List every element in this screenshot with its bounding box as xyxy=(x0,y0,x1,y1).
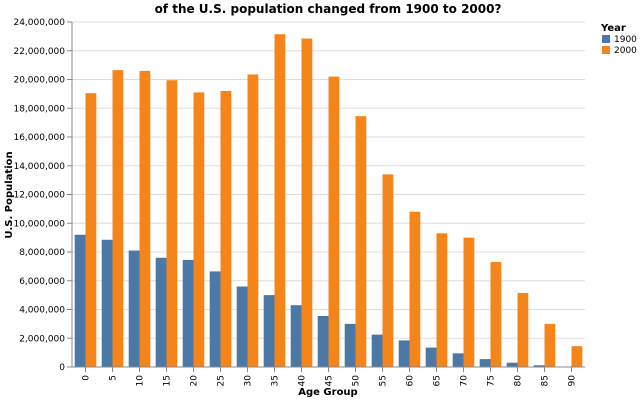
x-tick-label: 90 xyxy=(568,375,578,387)
y-tick-label: 18,000,000 xyxy=(13,104,65,114)
y-tick-label: 16,000,000 xyxy=(13,133,65,143)
y-axis-ticks: 0 2,000,000 4,000,000 6,000,000 8,000,000 10,… xyxy=(13,18,72,373)
bar-2000-age-75 xyxy=(490,262,502,367)
bar-2000-age-50 xyxy=(355,116,367,367)
x-tick-label: 60 xyxy=(406,375,416,387)
bar-1900-age-60 xyxy=(398,340,410,367)
x-axis-title: Age Group xyxy=(298,387,357,398)
x-tick-label: 30 xyxy=(244,375,254,387)
y-tick-label: 2,000,000 xyxy=(19,334,65,344)
bar-1900-age-10 xyxy=(128,250,140,367)
x-tick-label: 40 xyxy=(298,375,308,387)
bar-1900-age-85 xyxy=(533,365,545,367)
bar-2000-age-55 xyxy=(382,174,394,367)
bar-2000-age-45 xyxy=(328,76,340,367)
bars xyxy=(74,34,583,367)
legend-swatch-2000 xyxy=(602,46,610,54)
x-tick-label: 45 xyxy=(325,375,335,386)
bar-1900-age-75 xyxy=(479,359,491,367)
bar-1900-age-40 xyxy=(290,305,302,367)
bar-2000-age-35 xyxy=(274,34,286,367)
y-tick-label: 24,000,000 xyxy=(13,18,65,28)
legend-swatch-1900 xyxy=(602,35,610,43)
bar-2000-age-15 xyxy=(166,80,178,367)
bar-1900-age-35 xyxy=(263,295,275,367)
bar-2000-age-65 xyxy=(436,233,448,367)
bar-2000-age-80 xyxy=(517,292,529,367)
bar-1900-age-55 xyxy=(371,334,383,367)
bar-2000-age-85 xyxy=(544,323,556,367)
x-tick-label: 70 xyxy=(460,375,470,387)
bar-1900-age-25 xyxy=(209,271,221,367)
bar-1900-age-5 xyxy=(101,239,113,367)
bar-1900-age-65 xyxy=(425,347,437,367)
x-tick-label: 50 xyxy=(352,375,362,387)
y-tick-label: 0 xyxy=(59,363,65,373)
x-tick-label: 5 xyxy=(109,375,119,381)
legend-title: Year xyxy=(600,23,626,34)
y-axis-title: U.S. Population xyxy=(4,151,15,238)
bar-2000-age-20 xyxy=(193,92,205,367)
bar-2000-age-30 xyxy=(247,74,259,367)
bar-2000-age-70 xyxy=(463,237,475,367)
bar-2000-age-90 xyxy=(571,346,583,367)
chart-title-group: of the U.S. population changed from 1900… xyxy=(155,2,502,16)
legend-label-1900: 1900 xyxy=(614,35,637,45)
bar-1900-age-30 xyxy=(236,286,248,367)
bar-1900-age-45 xyxy=(317,315,329,367)
bar-1900-age-70 xyxy=(452,353,464,367)
x-tick-label: 25 xyxy=(217,375,227,386)
x-axis-ticks: 0 5 10 15 20 25 30 35 40 45 50 55 60 65 70 75 80 85 90 xyxy=(82,367,578,386)
bar-1900-age-80 xyxy=(506,362,518,367)
x-tick-label: 10 xyxy=(136,375,146,387)
y-tick-label: 6,000,000 xyxy=(19,277,65,287)
bar-2000-age-10 xyxy=(139,70,151,367)
x-tick-label: 85 xyxy=(541,375,551,386)
bar-2000-age-25 xyxy=(220,91,232,367)
x-tick-label: 65 xyxy=(433,375,443,386)
x-tick-label: 35 xyxy=(271,375,281,386)
bar-1900-age-15 xyxy=(155,257,167,367)
x-tick-label: 80 xyxy=(514,375,524,387)
bar-2000-age-0 xyxy=(85,93,97,367)
x-tick-label: 75 xyxy=(487,375,497,386)
y-tick-label: 12,000,000 xyxy=(13,191,65,201)
x-tick-label: 0 xyxy=(82,375,92,381)
bar-2000-age-60 xyxy=(409,211,421,367)
y-tick-label: 14,000,000 xyxy=(13,162,65,172)
y-tick-label: 4,000,000 xyxy=(19,306,65,316)
y-tick-label: 8,000,000 xyxy=(19,248,65,258)
bar-2000-age-40 xyxy=(301,38,313,367)
y-tick-label: 10,000,000 xyxy=(13,219,65,229)
bar-2000-age-5 xyxy=(112,70,124,367)
y-tick-label: 20,000,000 xyxy=(13,76,65,86)
bar-1900-age-0 xyxy=(74,234,86,367)
chart-title: of the U.S. population changed from 1900… xyxy=(155,2,502,16)
y-tick-label: 22,000,000 xyxy=(13,47,65,57)
x-tick-label: 15 xyxy=(163,375,173,386)
legend-label-2000: 2000 xyxy=(614,46,637,56)
bar-1900-age-20 xyxy=(182,259,194,367)
x-tick-label: 20 xyxy=(190,375,200,387)
bar-1900-age-50 xyxy=(344,323,356,367)
x-tick-label: 55 xyxy=(379,375,389,386)
